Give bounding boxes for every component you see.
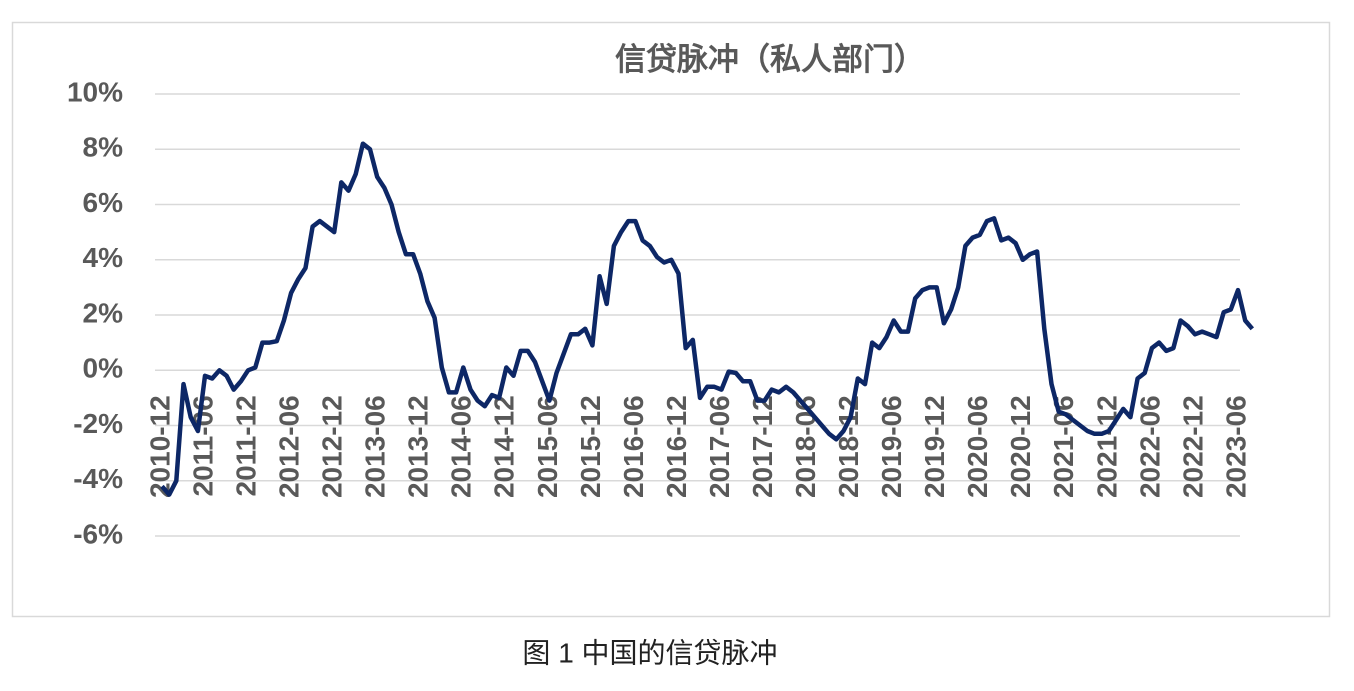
x-tick-label: 2016-12 — [661, 395, 692, 498]
x-tick-label: 2010-12 — [144, 395, 175, 498]
line-series — [160, 141, 1255, 497]
x-tick-label: 2018-12 — [833, 395, 864, 498]
x-tick-label: 2012-06 — [274, 395, 305, 498]
x-tick-label: 2020-06 — [962, 395, 993, 498]
y-tick-label: 2% — [83, 297, 124, 328]
x-tick-label: 2017-06 — [704, 395, 735, 498]
x-tick-label: 2019-12 — [919, 395, 950, 498]
x-tick-label: 2023-06 — [1220, 395, 1251, 498]
y-tick-label: 10% — [67, 76, 123, 107]
x-tick-label: 2011-12 — [230, 395, 261, 496]
y-tick-label: -4% — [73, 463, 123, 494]
x-tick-label: 2022-12 — [1177, 395, 1208, 498]
x-tick-label: 2020-12 — [1005, 395, 1036, 498]
x-tick-label: 2015-06 — [532, 395, 563, 498]
x-tick-label: 2021-06 — [1048, 395, 1079, 498]
y-tick-label: 8% — [83, 132, 124, 163]
x-tick-label: 2014-12 — [489, 395, 520, 498]
x-tick-label: 2015-12 — [575, 395, 606, 498]
x-tick-label: 2022-06 — [1134, 395, 1165, 498]
chart-frame — [11, 21, 1331, 618]
x-tick-label: 2013-06 — [360, 395, 391, 498]
x-tick-label: 2013-12 — [403, 395, 434, 498]
y-tick-label: 0% — [83, 353, 124, 384]
x-tick-label: 2012-12 — [317, 395, 348, 498]
x-tick-label: 2016-06 — [618, 395, 649, 498]
x-tick-label: 2019-06 — [876, 395, 907, 498]
y-tick-label: -6% — [73, 518, 123, 549]
x-tick-label: 2018-06 — [790, 395, 821, 498]
x-tick-label: 2014-06 — [446, 395, 477, 498]
caption: 图 1 中国的信贷脉冲 — [522, 637, 777, 668]
x-tick-label: 2017-12 — [747, 395, 778, 498]
y-tick-label: 6% — [83, 187, 124, 218]
chart-title: 信贷脉冲（私人部门） — [615, 42, 925, 77]
y-tick-label: -2% — [73, 408, 123, 439]
x-tick-label: 2011-06 — [187, 395, 218, 496]
y-tick-label: 4% — [83, 242, 124, 273]
x-tick-label: 2021-12 — [1091, 395, 1122, 498]
